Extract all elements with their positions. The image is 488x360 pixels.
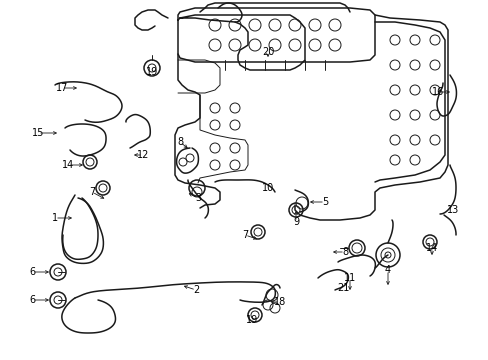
Text: 19: 19	[245, 315, 258, 325]
Text: 7: 7	[89, 187, 95, 197]
Text: 1: 1	[52, 213, 58, 223]
Text: 3: 3	[195, 193, 201, 203]
Text: 6: 6	[29, 295, 35, 305]
Text: 14: 14	[425, 243, 437, 253]
Text: 4: 4	[384, 265, 390, 275]
Text: 11: 11	[343, 273, 355, 283]
Text: 19: 19	[145, 67, 158, 77]
Text: 12: 12	[137, 150, 149, 160]
Text: 7: 7	[242, 230, 247, 240]
Text: 16: 16	[431, 87, 443, 97]
Text: 15: 15	[32, 128, 44, 138]
Text: 2: 2	[192, 285, 199, 295]
Text: 20: 20	[261, 47, 274, 57]
Text: 6: 6	[29, 267, 35, 277]
Text: 9: 9	[292, 217, 299, 227]
Text: 8: 8	[341, 247, 347, 257]
Text: 21: 21	[336, 283, 348, 293]
Text: 18: 18	[273, 297, 285, 307]
Text: 10: 10	[262, 183, 274, 193]
Text: 8: 8	[177, 137, 183, 147]
Text: 17: 17	[56, 83, 68, 93]
Text: 14: 14	[62, 160, 74, 170]
Text: 13: 13	[446, 205, 458, 215]
Text: 5: 5	[321, 197, 327, 207]
